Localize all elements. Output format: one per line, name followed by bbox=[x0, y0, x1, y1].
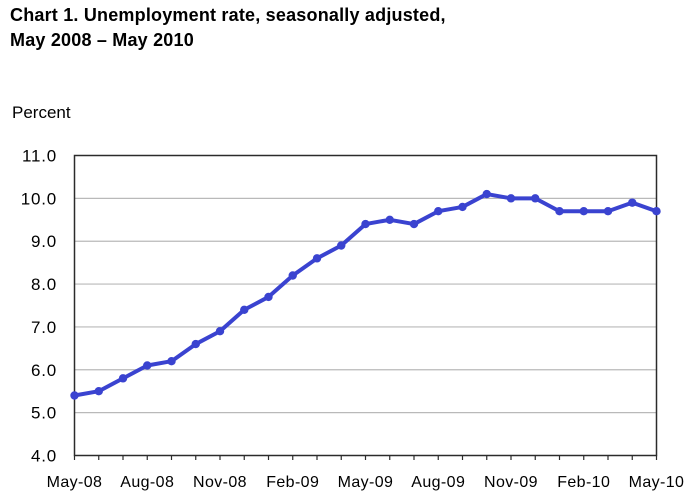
y-axis-tick-label: 7.0 bbox=[31, 318, 57, 337]
y-axis-tick-label: 10.0 bbox=[21, 189, 57, 208]
data-point-marker bbox=[555, 207, 564, 216]
y-axis-unit-label: Percent bbox=[12, 103, 71, 122]
data-point-marker bbox=[191, 339, 200, 349]
data-point-marker bbox=[531, 194, 540, 203]
y-axis-tick-label: 8.0 bbox=[31, 275, 57, 294]
data-point-marker bbox=[215, 327, 225, 336]
data-point-marker bbox=[506, 194, 516, 203]
data-point-marker bbox=[143, 361, 152, 370]
data-point-marker bbox=[579, 207, 588, 216]
x-axis-tick-label: Aug-09 bbox=[411, 474, 465, 491]
data-point-marker bbox=[603, 207, 613, 216]
x-axis-tick-label: May-10 bbox=[629, 474, 685, 491]
x-axis-tick-label: Feb-10 bbox=[557, 474, 610, 491]
data-point-marker bbox=[312, 254, 322, 263]
data-point-marker bbox=[482, 189, 491, 199]
data-point-marker bbox=[94, 387, 103, 396]
x-axis-tick-label: Nov-08 bbox=[193, 474, 247, 491]
data-point-marker bbox=[240, 305, 249, 314]
data-point-marker bbox=[361, 219, 370, 229]
data-point-marker bbox=[385, 215, 394, 224]
data-point-marker bbox=[118, 374, 128, 383]
y-axis-tick-label: 11.0 bbox=[22, 147, 57, 166]
data-point-marker bbox=[409, 219, 419, 229]
data-point-marker bbox=[288, 271, 297, 280]
data-point-marker bbox=[264, 292, 273, 302]
y-axis-tick-label: 5.0 bbox=[31, 404, 57, 423]
data-point-marker bbox=[434, 207, 443, 216]
x-axis-tick-label: Aug-08 bbox=[120, 474, 174, 491]
y-axis-tick-label: 4.0 bbox=[31, 447, 57, 466]
x-axis-tick-label: May-09 bbox=[338, 474, 394, 491]
x-axis-tick-label: Feb-09 bbox=[266, 474, 319, 491]
chart-title-line2: May 2008 – May 2010 bbox=[10, 30, 194, 50]
data-point-marker bbox=[70, 391, 79, 400]
plot-border bbox=[73, 154, 658, 457]
data-point-marker bbox=[167, 357, 176, 366]
data-point-marker bbox=[652, 207, 661, 216]
data-point-marker bbox=[337, 241, 346, 250]
chart-title-line1: Chart 1. Unemployment rate, seasonally a… bbox=[10, 5, 446, 25]
y-axis-tick-label: 9.0 bbox=[31, 232, 57, 251]
y-axis-tick-label: 6.0 bbox=[31, 361, 57, 380]
chart-title: Chart 1. Unemployment rate, seasonally a… bbox=[10, 3, 446, 53]
data-point-marker bbox=[458, 202, 467, 212]
x-axis-tick-label: May-08 bbox=[47, 474, 103, 491]
data-point-marker bbox=[628, 198, 637, 207]
x-axis-tick-label: Nov-09 bbox=[484, 474, 538, 491]
